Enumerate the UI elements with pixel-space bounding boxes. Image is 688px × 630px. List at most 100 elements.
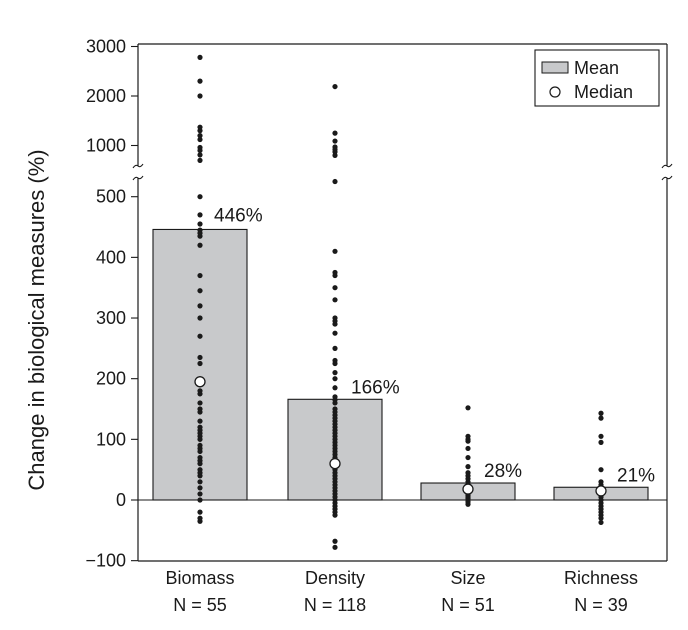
legend-median-marker: [549, 86, 561, 98]
y-tick-label: 0: [116, 490, 126, 510]
data-point: [332, 297, 338, 303]
data-point: [197, 221, 203, 227]
data-point: [197, 147, 203, 154]
data-point: [332, 385, 338, 391]
median-marker: [595, 485, 607, 497]
data-point: [332, 272, 338, 279]
data-point: [598, 519, 604, 526]
y-tick-label: 2000: [86, 86, 126, 106]
data-point: [197, 78, 203, 84]
data-point: [197, 315, 203, 321]
data-point: [332, 360, 338, 367]
y-tick-label: 500: [96, 187, 126, 207]
data-points: [194, 54, 607, 550]
data-point: [332, 138, 338, 144]
data-point: [332, 285, 338, 291]
data-point: [465, 464, 471, 470]
data-point: [197, 333, 203, 339]
data-point: [332, 330, 338, 336]
data-point: [598, 515, 604, 521]
data-point: [197, 518, 203, 524]
legend-mean-label: Mean: [574, 58, 619, 78]
data-point: [197, 360, 203, 367]
data-point: [197, 391, 203, 397]
y-tick-label: 3000: [86, 37, 126, 57]
data-point: [197, 448, 203, 455]
data-point: [197, 272, 203, 279]
data-point: [197, 400, 203, 406]
data-point: [332, 321, 338, 327]
x-tick-label: Biomass: [165, 568, 234, 588]
data-point: [197, 288, 203, 294]
legend-median-label: Median: [574, 82, 633, 102]
data-point: [197, 497, 203, 503]
data-point: [197, 54, 203, 60]
axis-break-mark: [132, 175, 144, 181]
data-point: [332, 152, 338, 158]
x-tick-label: Density: [305, 568, 365, 588]
data-point: [332, 130, 338, 136]
y-axis-label: Change in biological measures (%): [24, 149, 49, 490]
bar-value-label: 21%: [617, 465, 655, 486]
axis-break-mark: [661, 175, 673, 181]
data-point: [465, 405, 471, 411]
data-point: [197, 303, 203, 309]
data-point: [197, 354, 203, 361]
data-point: [598, 467, 604, 473]
median-marker: [462, 483, 474, 495]
x-tick-n-label: N = 55: [173, 595, 227, 615]
x-tick-n-label: N = 51: [441, 595, 495, 615]
data-point: [197, 212, 203, 218]
data-point: [598, 433, 604, 439]
x-tick-n-label: N = 39: [574, 595, 628, 615]
data-point: [197, 157, 203, 163]
y-tick-label: −100: [85, 551, 126, 571]
data-point: [332, 400, 338, 406]
data-point: [465, 454, 471, 461]
legend-mean-swatch: [541, 61, 569, 74]
data-point: [197, 479, 203, 485]
data-point: [197, 418, 203, 424]
bars: [152, 228, 649, 501]
data-point: [197, 128, 203, 134]
data-point: [197, 93, 203, 99]
data-point: [197, 436, 203, 442]
axis-break-mark: [661, 163, 673, 169]
y-tick-label: 1000: [86, 136, 126, 156]
data-point: [197, 133, 203, 139]
data-point: [332, 370, 338, 376]
data-point: [598, 410, 604, 416]
data-point: [598, 439, 604, 445]
data-point: [598, 415, 604, 421]
median-marker: [329, 457, 341, 470]
data-point: [197, 409, 203, 415]
legend: Mean Median: [534, 49, 660, 107]
data-point: [465, 501, 471, 507]
labels: Biomass N = 55 446% Density N = 118 166% Size N…: [165, 205, 655, 615]
median-marker: [194, 376, 206, 388]
x-tick-label: Size: [450, 568, 485, 588]
data-point: [332, 512, 338, 518]
data-point: [197, 461, 203, 467]
data-point: [332, 83, 338, 90]
y-tick-label: 200: [96, 369, 126, 389]
data-point: [197, 242, 203, 248]
data-point: [332, 538, 338, 544]
bar-value-label: 166%: [351, 377, 400, 398]
data-point: [332, 544, 338, 550]
y-tick-label: 300: [96, 308, 126, 328]
axis-break-mark: [132, 163, 144, 169]
data-point: [332, 248, 338, 254]
x-tick-n-label: N = 118: [304, 595, 366, 615]
data-point: [197, 233, 203, 239]
y-tick-label: 100: [96, 429, 126, 449]
data-point: [197, 136, 203, 143]
x-tick-label: Richness: [564, 568, 638, 588]
data-point: [197, 194, 203, 200]
data-point: [332, 345, 338, 351]
bar-value-label: 446%: [214, 205, 263, 226]
data-point: [197, 152, 203, 158]
data-point: [332, 178, 338, 185]
data-point: [197, 485, 203, 491]
data-point: [197, 509, 203, 515]
